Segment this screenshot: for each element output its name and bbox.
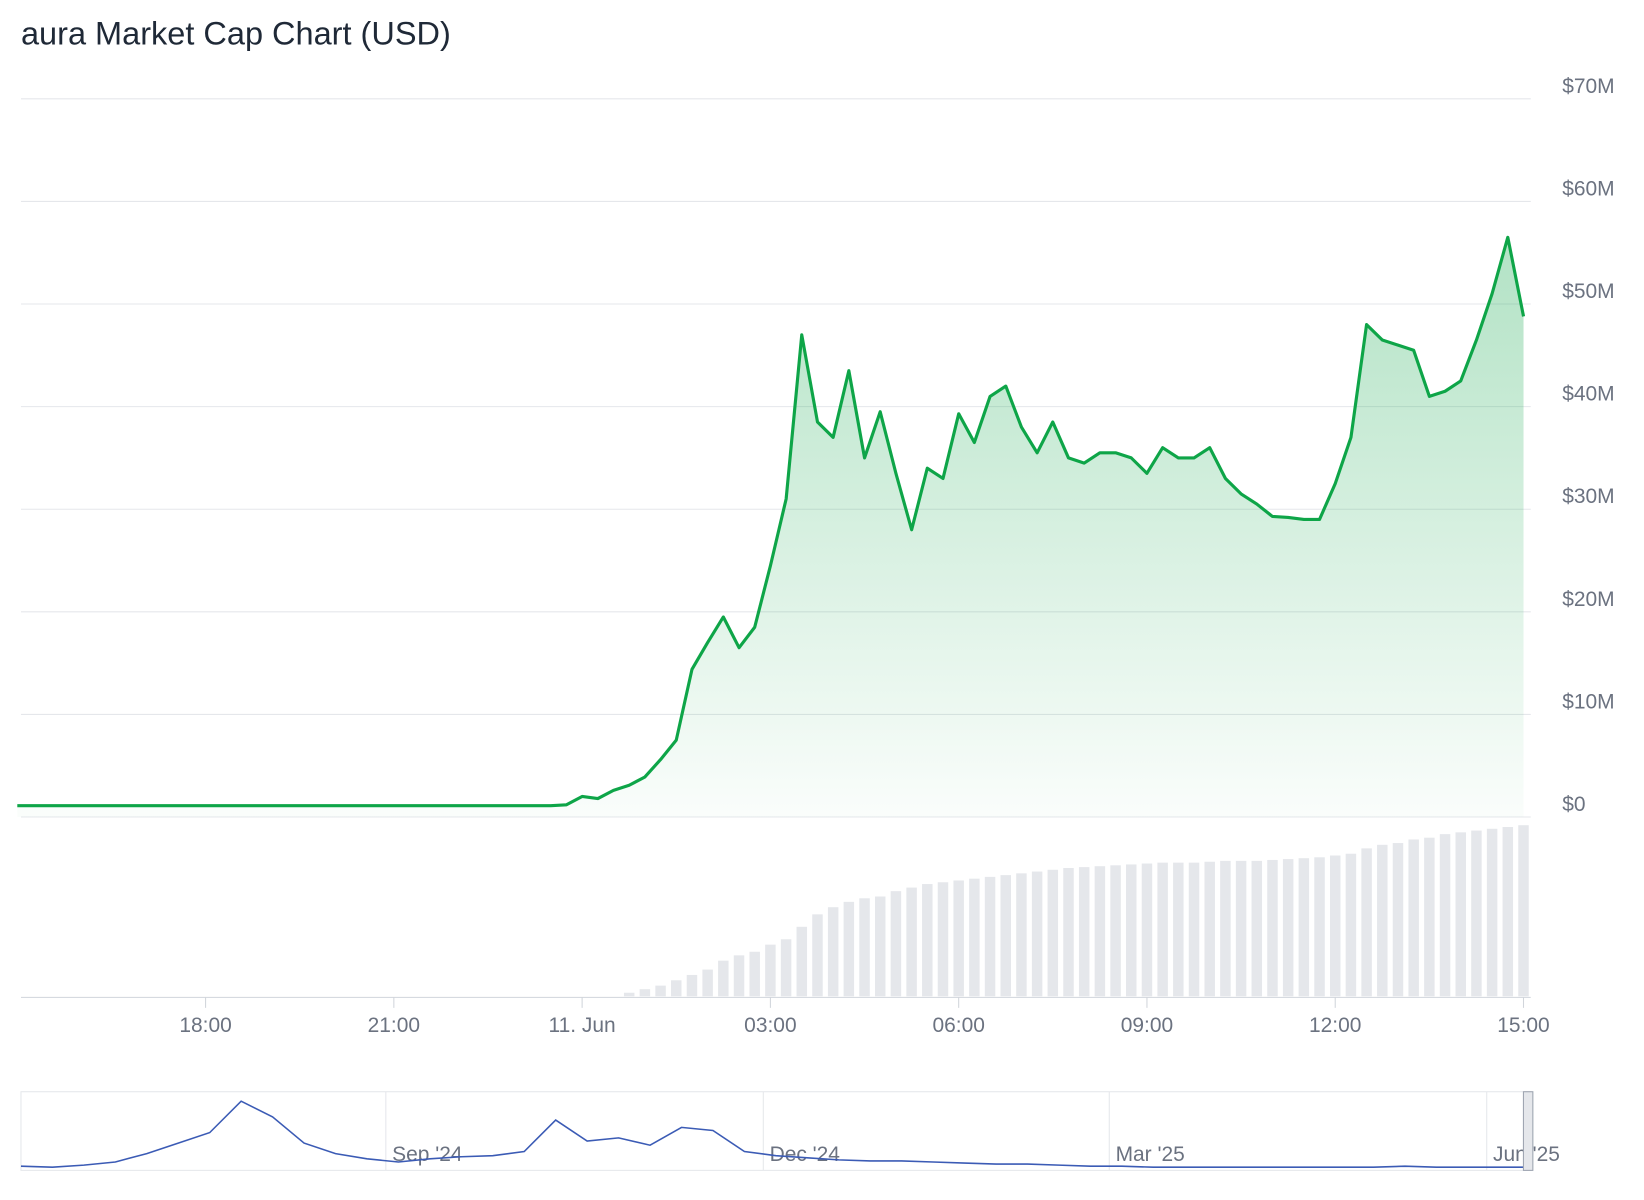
volume-bar <box>1016 873 1027 997</box>
y-tick-label: $20M <box>1562 588 1614 611</box>
volume-bar <box>765 944 776 997</box>
volume-bar <box>733 955 745 997</box>
x-tick-label: 06:00 <box>932 1014 984 1037</box>
volume-bar <box>1471 830 1482 997</box>
volume-bar <box>1455 832 1466 997</box>
chart-title: aura Market Cap Chart (USD) <box>21 16 451 52</box>
x-tick-label: 12:00 <box>1309 1014 1361 1037</box>
x-tick-label: 09:00 <box>1121 1014 1173 1037</box>
volume-bar <box>1518 825 1529 997</box>
volume-bar <box>1220 860 1231 997</box>
volume-bar <box>655 985 666 997</box>
volume-bar <box>1126 864 1137 997</box>
volume-bar <box>906 887 917 997</box>
navigator-label: Mar '25 <box>1116 1143 1185 1166</box>
volume-bar <box>1031 871 1043 997</box>
volume-bar <box>780 939 792 997</box>
volume-bar <box>890 891 902 997</box>
volume-bar <box>1204 861 1215 997</box>
volume-bar <box>843 901 855 997</box>
volume-bar <box>1329 855 1341 997</box>
y-tick-label: $70M <box>1562 75 1614 98</box>
volume-bar <box>937 882 949 997</box>
volume-bar <box>1141 863 1153 997</box>
volume-bar <box>671 980 682 997</box>
volume-bar <box>1110 865 1121 997</box>
volume-bar <box>623 992 635 997</box>
navigator-label: Sep '24 <box>392 1143 463 1166</box>
volume-bar <box>859 898 870 997</box>
volume-bar <box>1424 837 1435 997</box>
volume-bar <box>984 876 996 997</box>
volume-bar <box>749 951 760 997</box>
navigator-label: Dec '24 <box>770 1143 841 1166</box>
volume-bar <box>1298 858 1310 997</box>
volume-bar <box>1282 859 1294 997</box>
y-tick-label: $10M <box>1562 690 1614 713</box>
y-tick-label: $0 <box>1562 793 1585 816</box>
volume-bar <box>1157 862 1168 997</box>
x-tick-label: 03:00 <box>744 1014 796 1037</box>
area <box>17 237 1524 818</box>
volume-bar <box>1267 859 1278 997</box>
volume-bar <box>969 878 980 997</box>
volume-bar <box>1094 866 1106 997</box>
volume-bar <box>1377 844 1388 997</box>
y-tick-label: $30M <box>1562 485 1614 508</box>
volume-bar <box>953 880 964 997</box>
volume-bar <box>639 989 651 997</box>
volume-bar <box>812 914 823 997</box>
x-tick-label: 11. Jun <box>549 1014 616 1037</box>
volume-bar <box>1188 862 1200 997</box>
volume-bar <box>1063 867 1074 997</box>
volume-bar <box>718 960 729 997</box>
volume-bar <box>796 926 808 997</box>
volume-bar <box>827 907 839 997</box>
volume-bar <box>922 884 933 997</box>
y-tick-label: $60M <box>1562 177 1614 200</box>
x-tick-label: 21:00 <box>368 1014 420 1037</box>
volume-bar <box>1251 860 1263 997</box>
volume-bar <box>1000 875 1011 997</box>
volume-bar <box>874 896 886 997</box>
volume-bar <box>686 974 698 997</box>
volume-bar <box>1439 834 1451 997</box>
volume-bar <box>1078 867 1090 997</box>
volume-bar <box>1345 853 1357 997</box>
line <box>17 235 1526 808</box>
y-tick-label: $40M <box>1562 383 1614 406</box>
volume-bar <box>1392 843 1404 997</box>
navigator-line <box>20 1100 1531 1169</box>
navigator-handle[interactable] <box>1522 1091 1534 1171</box>
volume-bar <box>1486 828 1498 997</box>
y-tick-label: $50M <box>1562 280 1614 303</box>
volume-bar <box>1047 869 1059 997</box>
volume-bar <box>1502 826 1514 997</box>
volume-bar <box>702 969 713 997</box>
x-tick-label: 15:00 <box>1497 1014 1549 1037</box>
volume-bar <box>1408 839 1419 997</box>
volume-bar <box>1361 848 1372 997</box>
volume-bar <box>1173 862 1184 997</box>
x-tick-label: 18:00 <box>179 1014 231 1037</box>
volume-bar <box>1314 857 1325 997</box>
volume-bar <box>1235 860 1247 997</box>
